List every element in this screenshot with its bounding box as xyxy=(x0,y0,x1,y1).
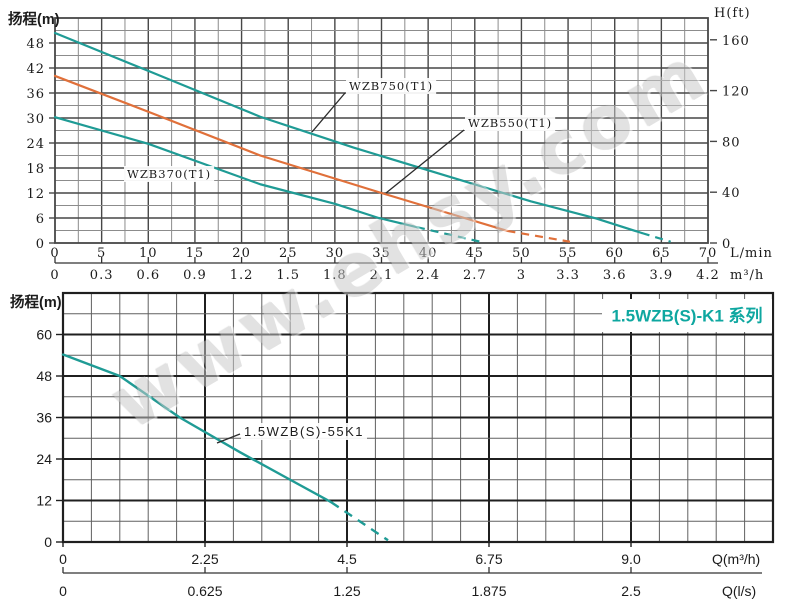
y2-tick-label: 160 xyxy=(722,34,750,49)
y2-tick-label: 80 xyxy=(722,135,741,150)
curve-label-wzb750-t1: WZB750(T1) xyxy=(349,79,433,93)
curve-label-wzb370-t1: WZB370(T1) xyxy=(127,167,211,181)
x2-tick-label: 1.25 xyxy=(333,583,360,599)
y-tick-label: 30 xyxy=(26,112,45,127)
x2-tick-label: 2.4 xyxy=(416,268,440,283)
x2-tick-label: 2.5 xyxy=(621,583,641,599)
curve-label-bg xyxy=(346,78,437,94)
y-tick-label: 42 xyxy=(26,62,45,77)
y-tick-label: 36 xyxy=(36,410,52,426)
curve-label-1-5wzb-s-55k1: 1.5WZB(S)-55K1 xyxy=(244,424,364,439)
y-axis-title: 扬程(m) xyxy=(10,293,62,311)
y-tick-label: 0 xyxy=(36,237,45,252)
curve-wzb550-t1-extension xyxy=(507,229,571,243)
x-tick-label: 40 xyxy=(419,246,438,261)
y-tick-label: 48 xyxy=(26,37,45,52)
curve-wzb370-t1-extension xyxy=(416,226,481,243)
x2-tick-label: 2.7 xyxy=(463,268,487,283)
y-tick-label: 0 xyxy=(44,534,52,550)
y-tick-label: 24 xyxy=(26,137,45,152)
x-tick-label: 60 xyxy=(605,246,624,261)
x2-tick-label: 3 xyxy=(517,268,526,283)
x-tick-label: 45 xyxy=(466,246,485,261)
y2-tick-label: 40 xyxy=(722,186,741,201)
y-axis-title: 扬程(m) xyxy=(8,10,60,28)
curve-wzb370-t1 xyxy=(53,116,419,229)
x-tick-label: 5 xyxy=(97,246,106,261)
x-tick-label: 0 xyxy=(59,551,67,567)
x-tick-label: 50 xyxy=(512,246,531,261)
x-tick-label: 4.5 xyxy=(337,551,357,567)
x2-tick-label: 4.2 xyxy=(696,268,720,283)
series-title: 1.5WZB(S)-K1 系列 xyxy=(611,306,762,326)
curve-label-bg xyxy=(124,166,215,182)
y-tick-label: 12 xyxy=(26,187,45,202)
x2-tick-label: 2.1 xyxy=(370,268,394,283)
y-tick-label: 6 xyxy=(36,212,45,227)
y2-axis-title: H(ft) xyxy=(714,6,751,21)
curve-1-5wzb-s-55k1-extension xyxy=(330,501,389,542)
leader-wzb550-t1 xyxy=(385,129,465,194)
x2-tick-label: 0 xyxy=(59,583,67,599)
x-axis-unit: Q(m³/h) xyxy=(712,551,760,567)
curve-label-bg xyxy=(465,115,556,131)
x2-tick-label: 1.875 xyxy=(471,583,506,599)
x-tick-label: 20 xyxy=(232,246,251,261)
y-tick-label: 36 xyxy=(26,87,45,102)
x-axis-unit: L/min xyxy=(730,246,773,261)
curve-label-wzb550-t1: WZB550(T1) xyxy=(468,116,552,130)
grid xyxy=(63,293,773,542)
y-tick-label: 24 xyxy=(36,451,52,467)
x2-tick-label: 1.5 xyxy=(276,268,300,283)
y-tick-label: 18 xyxy=(26,162,45,177)
x-tick-label: 2.25 xyxy=(191,551,218,567)
y2-tick-label: 0 xyxy=(722,237,731,252)
x2-tick-label: 0.9 xyxy=(183,268,207,283)
plot-border xyxy=(54,17,709,244)
x-tick-label: 35 xyxy=(372,246,391,261)
y-tick-label: 48 xyxy=(36,368,52,384)
x2-axis-unit: Q(l/s) xyxy=(722,583,756,599)
leader-1-5wzb-s-55k1 xyxy=(216,433,241,444)
curve-1-5wzb-s-55k1 xyxy=(61,353,333,504)
bottom-chart: 扬程(m) 0 12 24 36 48 60 0 2.25 4.5 6.75 9.0 Q(m³/h) 0 0… xyxy=(10,291,775,599)
x-tick-label: 15 xyxy=(186,246,205,261)
x-tick-label: 9.0 xyxy=(621,551,641,567)
curve-label-bg xyxy=(241,423,367,440)
grid xyxy=(55,18,708,243)
x-tick-label: 10 xyxy=(139,246,158,261)
curve-wzb750-t1-extension xyxy=(641,231,672,243)
curve-wzb550-t1 xyxy=(53,74,509,233)
y-tick-label: 12 xyxy=(36,493,52,509)
x-tick-label: 65 xyxy=(652,246,671,261)
x2-tick-label: 3.3 xyxy=(556,268,580,283)
leader-wzb750-t1 xyxy=(311,92,346,133)
x-tick-label: 30 xyxy=(326,246,345,261)
x2-tick-label: 0 xyxy=(50,268,59,283)
y-tick-label: 60 xyxy=(36,327,52,343)
x-tick-label: 55 xyxy=(559,246,578,261)
x2-tick-label: 0.6 xyxy=(136,268,160,283)
x2-tick-label: 3.6 xyxy=(603,268,627,283)
x-tick-label: 6.75 xyxy=(475,551,502,567)
x2-tick-label: 0.3 xyxy=(90,268,114,283)
series-title-box xyxy=(602,299,772,332)
y2-tick-label: 120 xyxy=(722,85,750,100)
x2-tick-label: 1.2 xyxy=(230,268,254,283)
x2-tick-label: 3.9 xyxy=(650,268,674,283)
x-tick-label: 25 xyxy=(279,246,298,261)
x2-tick-label: 1.8 xyxy=(323,268,347,283)
x-tick-label: 0 xyxy=(50,246,59,261)
curve-wzb750-t1 xyxy=(53,31,643,235)
x2-axis-unit: m³/h xyxy=(730,268,764,283)
x2-tick-label: 0.625 xyxy=(187,583,222,599)
x-tick-label: 70 xyxy=(699,246,718,261)
